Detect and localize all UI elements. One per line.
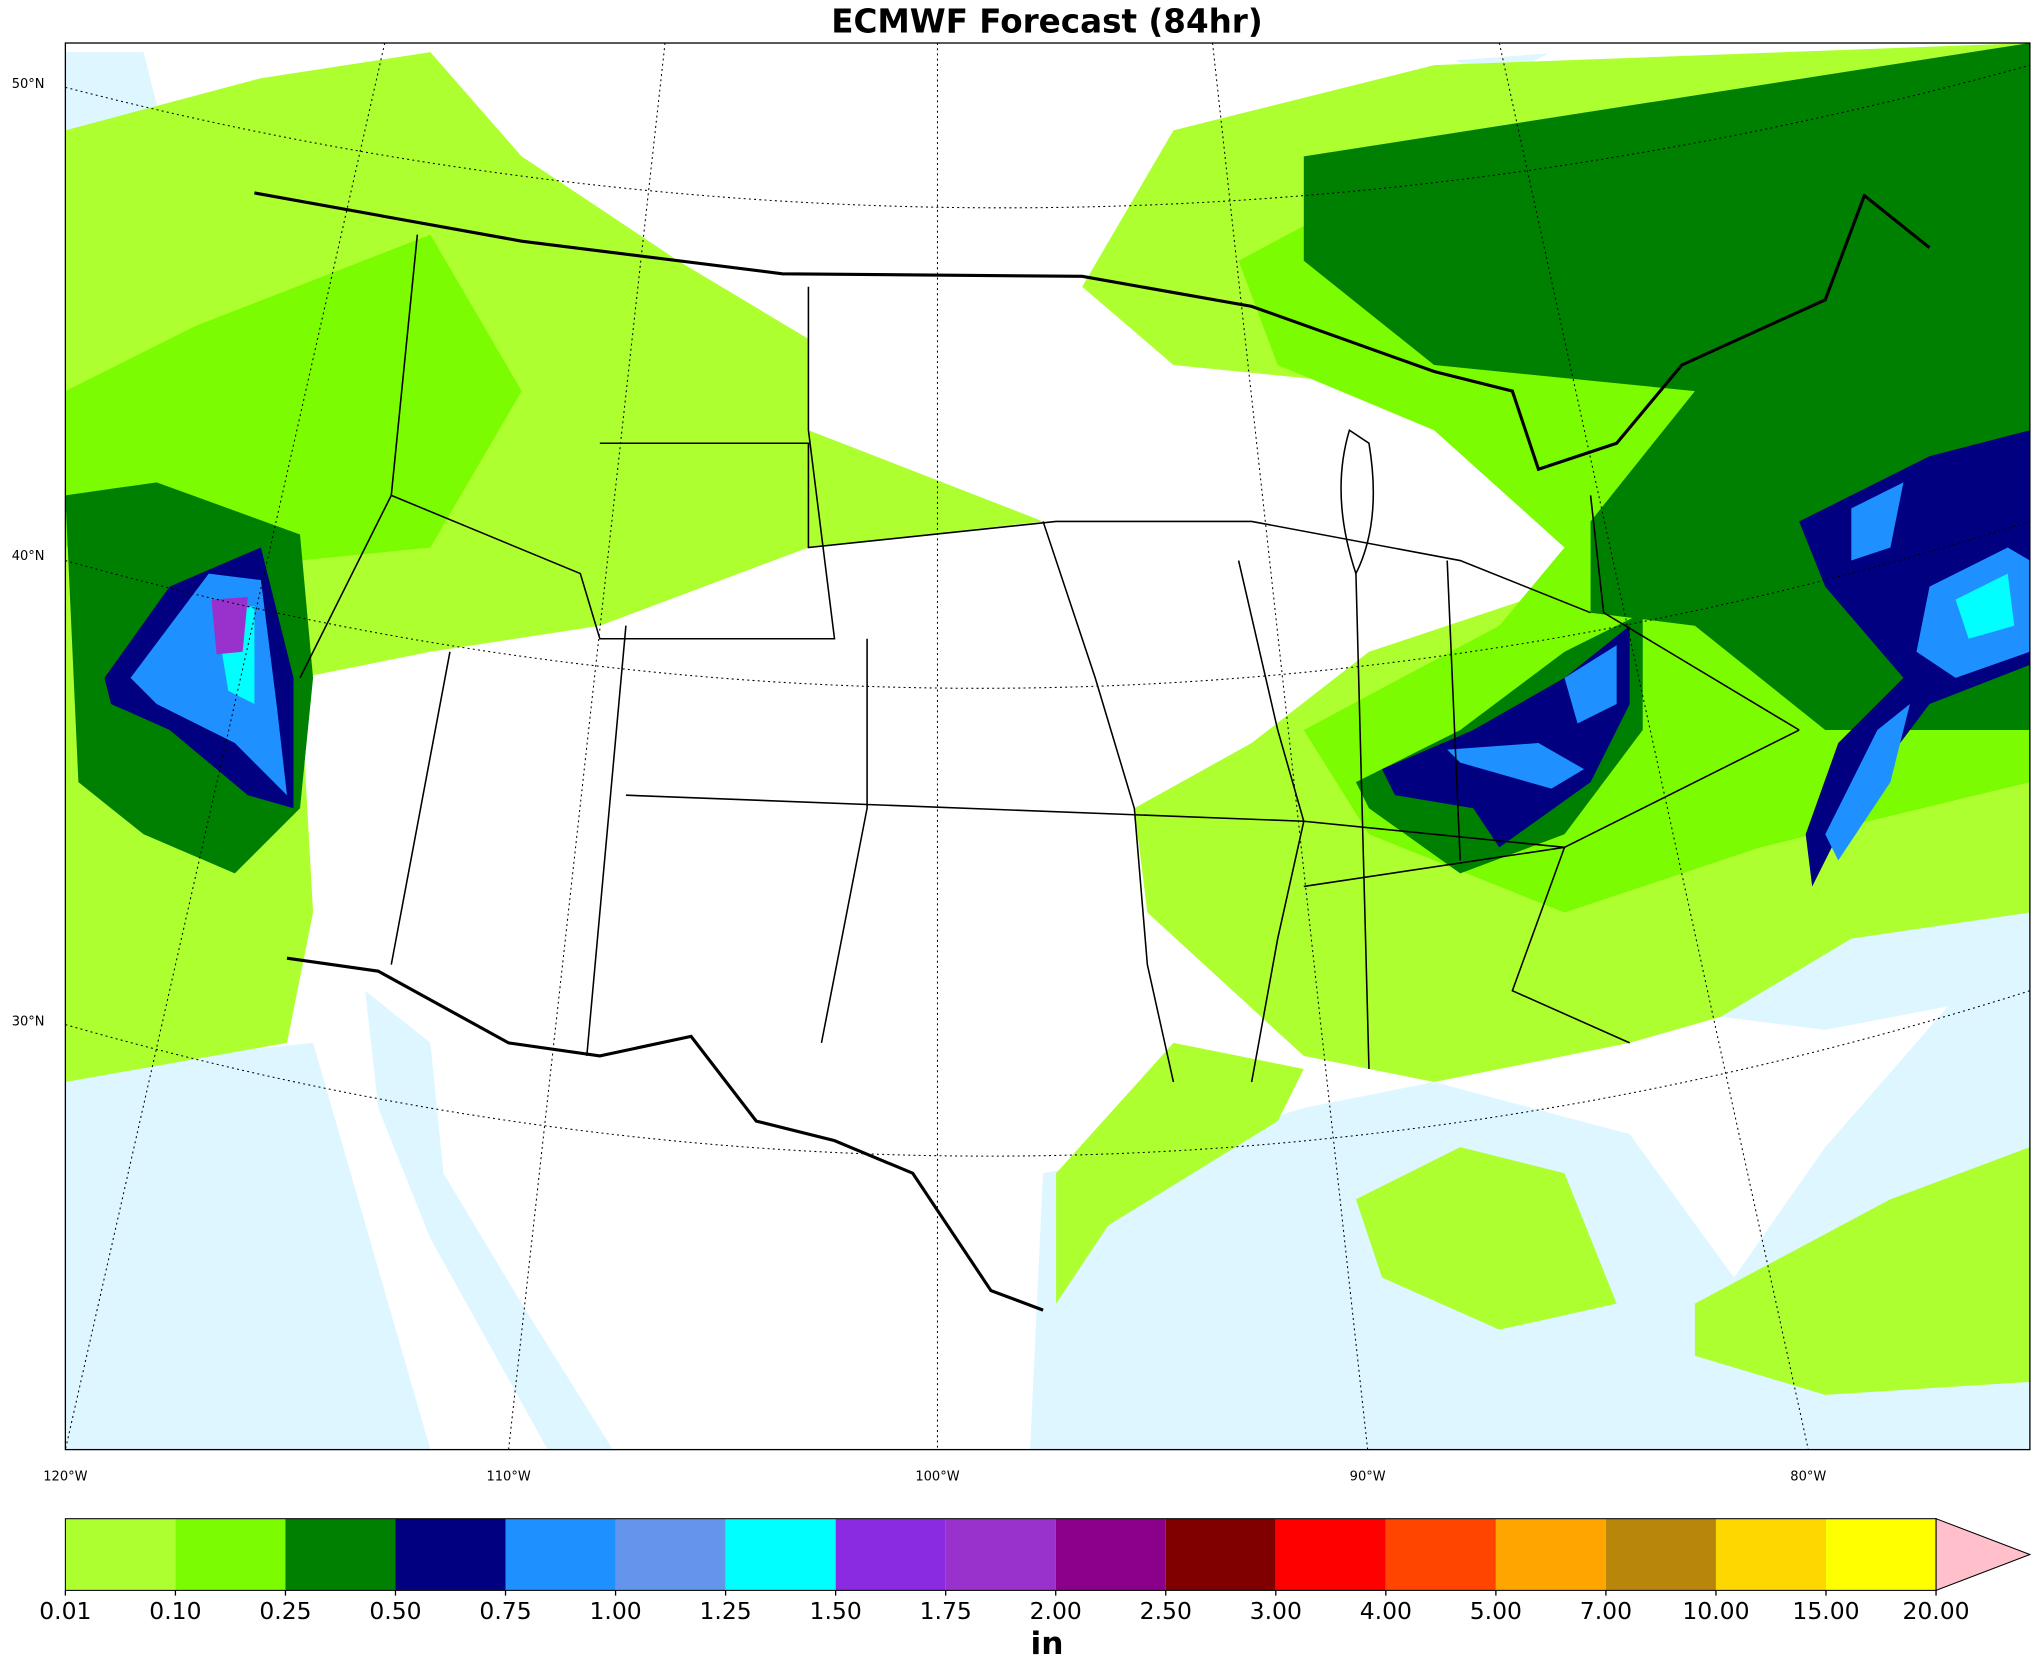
lat-labels: 50°N 40°N 30°N — [12, 77, 45, 1029]
tick-label: 1.75 — [920, 1597, 972, 1625]
color-box — [1385, 1518, 1496, 1591]
tick-label: 10.00 — [1682, 1597, 1749, 1625]
color-box — [1715, 1518, 1826, 1591]
lat-label: 30°N — [12, 1015, 45, 1030]
tick-label: 0.01 — [39, 1597, 91, 1625]
tick-label: 7.00 — [1580, 1597, 1632, 1625]
color-box — [1495, 1518, 1606, 1591]
color-box — [945, 1518, 1056, 1591]
color-box — [1055, 1518, 1166, 1591]
colorbar-label: in — [1030, 1626, 1063, 1662]
color-box — [505, 1518, 616, 1591]
color-box — [725, 1518, 836, 1591]
lon-label: 110°W — [486, 1469, 530, 1484]
tick-label: 15.00 — [1792, 1597, 1859, 1625]
tick-label: 5.00 — [1470, 1597, 1522, 1625]
color-box — [285, 1518, 396, 1591]
tick-label: 0.25 — [259, 1597, 311, 1625]
tick-label: 1.25 — [699, 1597, 751, 1625]
color-box — [1825, 1518, 1937, 1591]
over-arrow — [1935, 1517, 2032, 1592]
color-box — [835, 1518, 946, 1591]
lon-label: 120°W — [43, 1469, 87, 1484]
lon-labels: 120°W 110°W 100°W 90°W 80°W — [43, 1469, 1826, 1484]
map-frame — [64, 42, 2031, 1451]
tick-label: 0.50 — [369, 1597, 421, 1625]
tick-label: 20.00 — [1902, 1597, 1969, 1625]
tick-label: 2.00 — [1030, 1597, 1082, 1625]
tick-label: 4.00 — [1360, 1597, 1412, 1625]
lat-label: 40°N — [12, 549, 45, 564]
tick-label: 1.00 — [589, 1597, 641, 1625]
tick-label: 0.75 — [479, 1597, 531, 1625]
color-box — [175, 1518, 286, 1591]
tick-label: 0.10 — [149, 1597, 201, 1625]
lon-label: 90°W — [1350, 1469, 1386, 1484]
colorbar: 0.01 0.10 0.25 0.50 0.75 1.00 1.25 1.50 1.75 2.00… — [39, 1517, 2032, 1625]
chart-title: ECMWF Forecast (84hr) — [831, 2, 1263, 40]
color-box — [395, 1518, 506, 1591]
tick-label: 2.50 — [1140, 1597, 1192, 1625]
colorbar-frame — [64, 1518, 1937, 1591]
lon-label: 100°W — [915, 1469, 959, 1484]
color-box — [615, 1518, 726, 1591]
color-box — [1275, 1518, 1386, 1591]
lat-label: 50°N — [12, 77, 45, 92]
lon-label: 80°W — [1790, 1469, 1826, 1484]
color-box — [1605, 1518, 1716, 1591]
tick-label: 1.50 — [810, 1597, 862, 1625]
color-box — [1165, 1518, 1276, 1591]
map — [65, 43, 2030, 1450]
tick-label: 3.00 — [1250, 1597, 1302, 1625]
color-box — [65, 1518, 176, 1591]
